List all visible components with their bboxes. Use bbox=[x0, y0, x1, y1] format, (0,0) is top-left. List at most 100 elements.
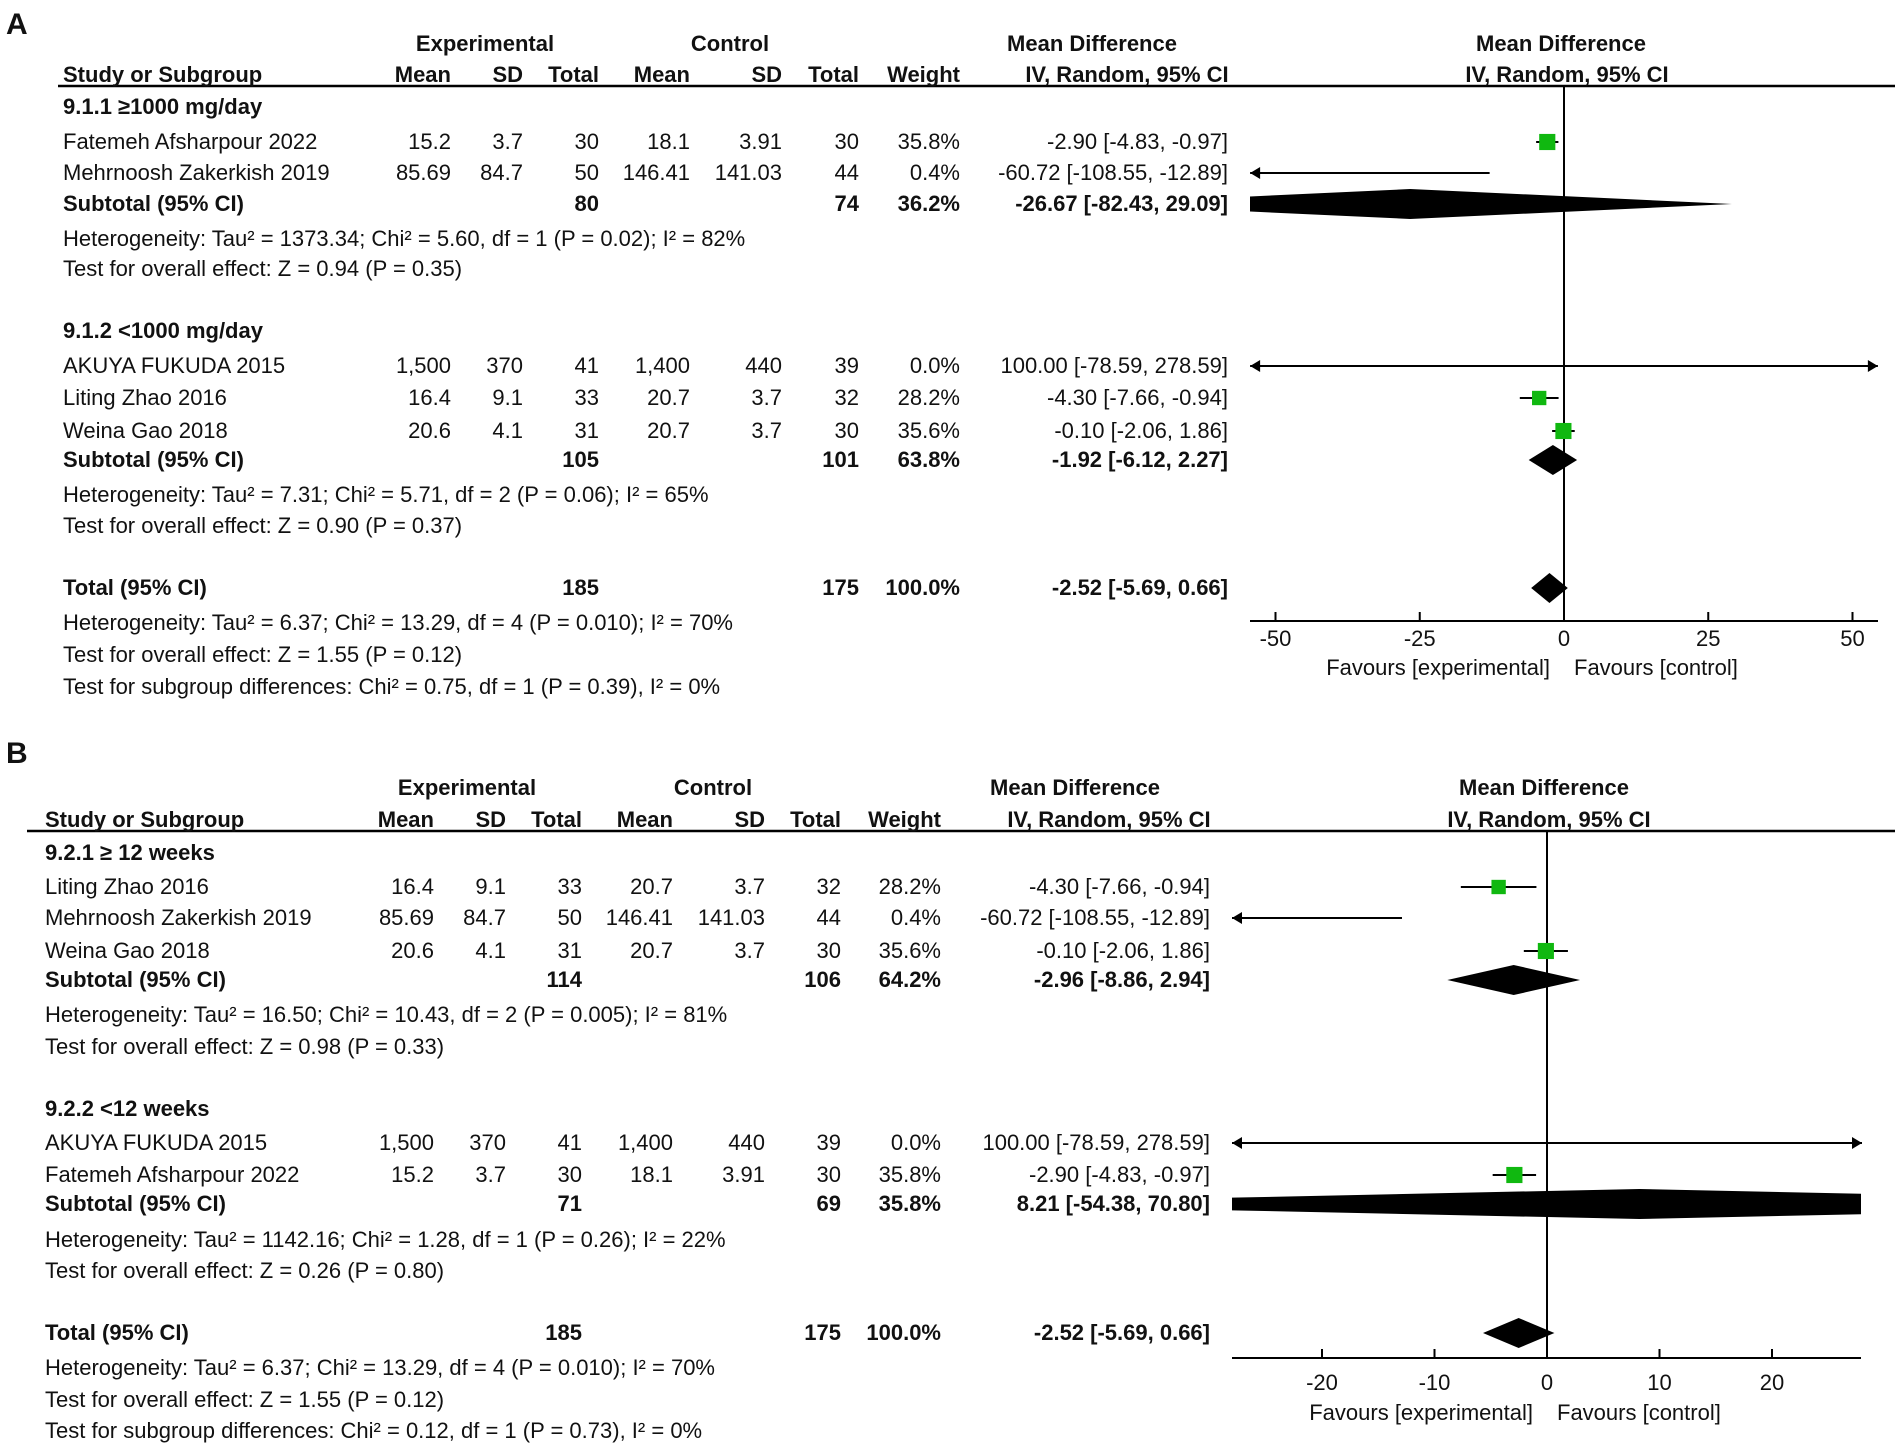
study-name: Weina Gao 2018 bbox=[63, 418, 228, 443]
study-exp-sd: 4.1 bbox=[492, 418, 523, 443]
subtotal-diamond bbox=[1232, 1189, 1861, 1219]
study-exp-mean: 15.2 bbox=[391, 1162, 434, 1187]
study-effect-square bbox=[1555, 422, 1572, 440]
header-exp-sd: SD bbox=[492, 62, 523, 87]
study-name: Liting Zhao 2016 bbox=[63, 385, 227, 410]
study-exp-sd: 84.7 bbox=[480, 160, 523, 185]
study-exp-total: 33 bbox=[574, 385, 599, 410]
header-ctrl-sd: SD bbox=[751, 62, 782, 87]
study-ctrl-mean: 20.7 bbox=[630, 874, 673, 899]
study-effect-square bbox=[1506, 1166, 1523, 1184]
study-weight: 35.8% bbox=[897, 129, 960, 154]
header-exp-total: Total bbox=[548, 62, 599, 87]
study-exp-sd: 3.7 bbox=[475, 1162, 506, 1187]
study-weight: 0.4% bbox=[890, 905, 941, 930]
header-mean-difference: Mean Difference bbox=[990, 775, 1160, 800]
study-weight: 0.0% bbox=[890, 1130, 941, 1155]
total-ctrl-total: 175 bbox=[804, 1320, 841, 1345]
heterogeneity-text: Heterogeneity: Tau² = 1373.34; Chi² = 5.… bbox=[63, 226, 746, 251]
study-ctrl-sd: 3.7 bbox=[734, 938, 765, 963]
study-exp-mean: 16.4 bbox=[408, 385, 451, 410]
study-ci: -4.30 [-7.66, -0.94] bbox=[1029, 874, 1210, 899]
arrow-left-icon bbox=[1250, 167, 1261, 179]
header-experimental: Experimental bbox=[415, 31, 555, 56]
study-ctrl-mean: 20.7 bbox=[647, 385, 690, 410]
study-ctrl-mean: 20.7 bbox=[647, 418, 690, 443]
header-exp-mean: Mean bbox=[394, 62, 451, 87]
study-exp-mean: 16.4 bbox=[391, 874, 434, 899]
study-ci: -0.10 [-2.06, 1.86] bbox=[1054, 418, 1228, 443]
study-ci: -2.90 [-4.83, -0.97] bbox=[1029, 1162, 1210, 1187]
header-ctrl-total: Total bbox=[790, 807, 841, 832]
study-ctrl-total: 30 bbox=[816, 1162, 841, 1187]
study-exp-total: 50 bbox=[574, 160, 599, 185]
study-ctrl-sd: 440 bbox=[745, 353, 782, 378]
study-ctrl-sd: 141.03 bbox=[697, 905, 765, 930]
study-exp-sd: 370 bbox=[469, 1130, 506, 1155]
study-exp-total: 50 bbox=[557, 905, 582, 930]
study-exp-mean: 1,500 bbox=[395, 353, 451, 378]
subgroup-title: 9.2.2 <12 weeks bbox=[45, 1096, 210, 1121]
subtotal-exp-total: 114 bbox=[546, 967, 583, 992]
study-ci: 100.00 [-78.59, 278.59] bbox=[982, 1130, 1210, 1155]
overall-effect-text: Test for overall effect: Z = 0.26 (P = 0… bbox=[45, 1258, 445, 1283]
subtotal-ctrl-total: 101 bbox=[822, 447, 859, 472]
subtotal-diamond bbox=[1250, 189, 1732, 219]
header-study: Study or Subgroup bbox=[45, 807, 245, 832]
study-weight: 28.2% bbox=[897, 385, 960, 410]
study-exp-total: 41 bbox=[557, 1130, 582, 1155]
header-ctrl-mean: Mean bbox=[633, 62, 690, 87]
study-ctrl-total: 30 bbox=[834, 418, 859, 443]
header-exp-sd: SD bbox=[475, 807, 506, 832]
overall-effect-text: Test for overall effect: Z = 0.90 (P = 0… bbox=[63, 513, 463, 538]
study-ctrl-total: 32 bbox=[834, 385, 859, 410]
x-tick-label: 50 bbox=[1840, 626, 1865, 651]
x-tick-label: 0 bbox=[1540, 1370, 1554, 1395]
study-ci: -0.10 [-2.06, 1.86] bbox=[1036, 938, 1210, 963]
study-ctrl-mean: 146.41 bbox=[605, 905, 673, 930]
study-ctrl-mean: 1,400 bbox=[617, 1130, 673, 1155]
study-weight: 35.6% bbox=[878, 938, 941, 963]
study-exp-total: 33 bbox=[557, 874, 582, 899]
subtotal-exp-total: 71 bbox=[557, 1191, 582, 1216]
favours-control-label: Favours [control] bbox=[1557, 1400, 1721, 1425]
study-exp-sd: 9.1 bbox=[492, 385, 523, 410]
total-overall-effect-text: Test for overall effect: Z = 1.55 (P = 0… bbox=[63, 642, 463, 667]
total-heterogeneity-text: Heterogeneity: Tau² = 6.37; Chi² = 13.29… bbox=[45, 1355, 715, 1380]
study-ctrl-sd: 3.91 bbox=[722, 1162, 765, 1187]
header-plot-title: Mean Difference bbox=[1459, 775, 1629, 800]
total-diamond bbox=[1531, 573, 1568, 603]
subtotal-label: Subtotal (95% CI) bbox=[63, 447, 244, 472]
favours-experimental-label: Favours [experimental] bbox=[1326, 655, 1550, 680]
total-weight: 100.0% bbox=[885, 575, 960, 600]
subtotal-ci: -1.92 [-6.12, 2.27] bbox=[1051, 447, 1228, 472]
panel-label: B bbox=[6, 737, 28, 770]
study-ctrl-sd: 3.7 bbox=[734, 874, 765, 899]
study-exp-sd: 9.1 bbox=[475, 874, 506, 899]
subgroup-differences-text: Test for subgroup differences: Chi² = 0.… bbox=[45, 1418, 703, 1443]
subgroup-title: 9.1.1 ≥1000 mg/day bbox=[63, 94, 263, 119]
x-tick-label: -25 bbox=[1403, 626, 1436, 651]
study-effect-square bbox=[1537, 942, 1554, 960]
study-exp-mean: 20.6 bbox=[391, 938, 434, 963]
arrow-right-icon bbox=[1867, 360, 1878, 372]
study-ctrl-sd: 3.7 bbox=[751, 418, 782, 443]
study-ctrl-mean: 146.41 bbox=[622, 160, 690, 185]
study-weight: 0.0% bbox=[909, 353, 960, 378]
header-plot-title: Mean Difference bbox=[1476, 31, 1646, 56]
study-name: AKUYA FUKUDA 2015 bbox=[63, 353, 286, 378]
subtotal-weight: 35.8% bbox=[878, 1191, 941, 1216]
study-weight: 28.2% bbox=[878, 874, 941, 899]
subtotal-exp-total: 80 bbox=[574, 191, 599, 216]
x-tick-label: 25 bbox=[1696, 626, 1721, 651]
x-tick-label: 0 bbox=[1557, 626, 1571, 651]
study-ctrl-mean: 18.1 bbox=[647, 129, 690, 154]
subtotal-weight: 63.8% bbox=[897, 447, 960, 472]
study-exp-sd: 3.7 bbox=[492, 129, 523, 154]
study-exp-mean: 85.69 bbox=[395, 160, 451, 185]
study-name: Fatemeh Afsharpour 2022 bbox=[45, 1162, 300, 1187]
study-weight: 35.6% bbox=[897, 418, 960, 443]
header-experimental: Experimental bbox=[397, 775, 537, 800]
study-exp-total: 30 bbox=[557, 1162, 582, 1187]
